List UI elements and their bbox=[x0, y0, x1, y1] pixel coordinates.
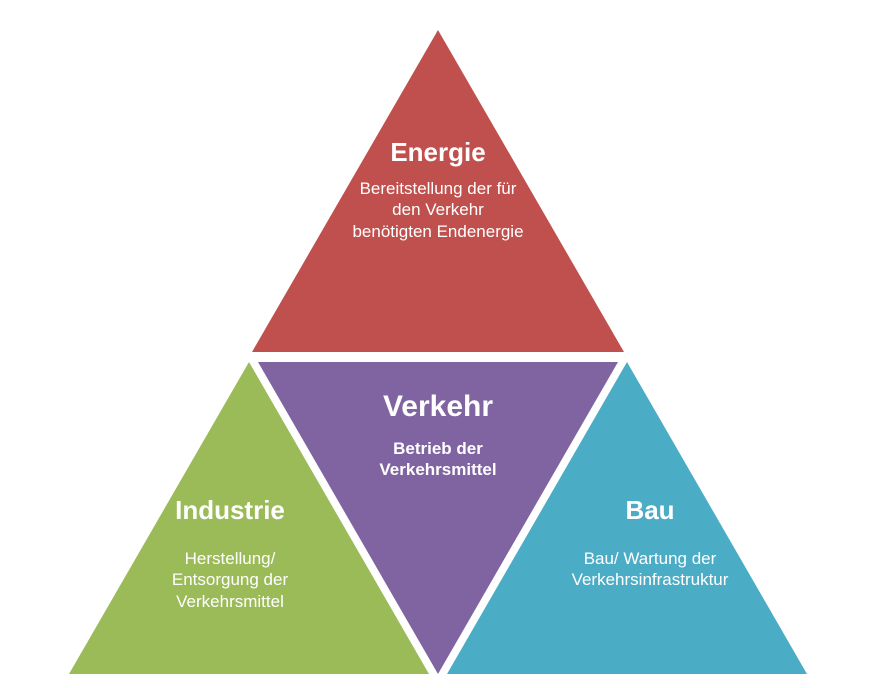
triangle-svg bbox=[0, 0, 876, 688]
segment-center-desc: Betrieb der Verkehrsmittel bbox=[358, 438, 518, 481]
segment-right-title: Bau bbox=[560, 494, 740, 527]
segment-center-title: Verkehr bbox=[338, 388, 538, 426]
segment-left-title: Industrie bbox=[130, 494, 330, 527]
segment-left-desc: Herstellung/ Entsorgung der Verkehrsmitt… bbox=[140, 548, 320, 612]
triangle-diagram: Energie Bereitstellung der für den Verke… bbox=[0, 0, 876, 688]
segment-top-desc: Bereitstellung der für den Verkehr benöt… bbox=[352, 178, 524, 242]
segment-right-desc: Bau/ Wartung der Verkehrs­infrastruktur bbox=[562, 548, 738, 591]
segment-top-title: Energie bbox=[340, 136, 536, 169]
